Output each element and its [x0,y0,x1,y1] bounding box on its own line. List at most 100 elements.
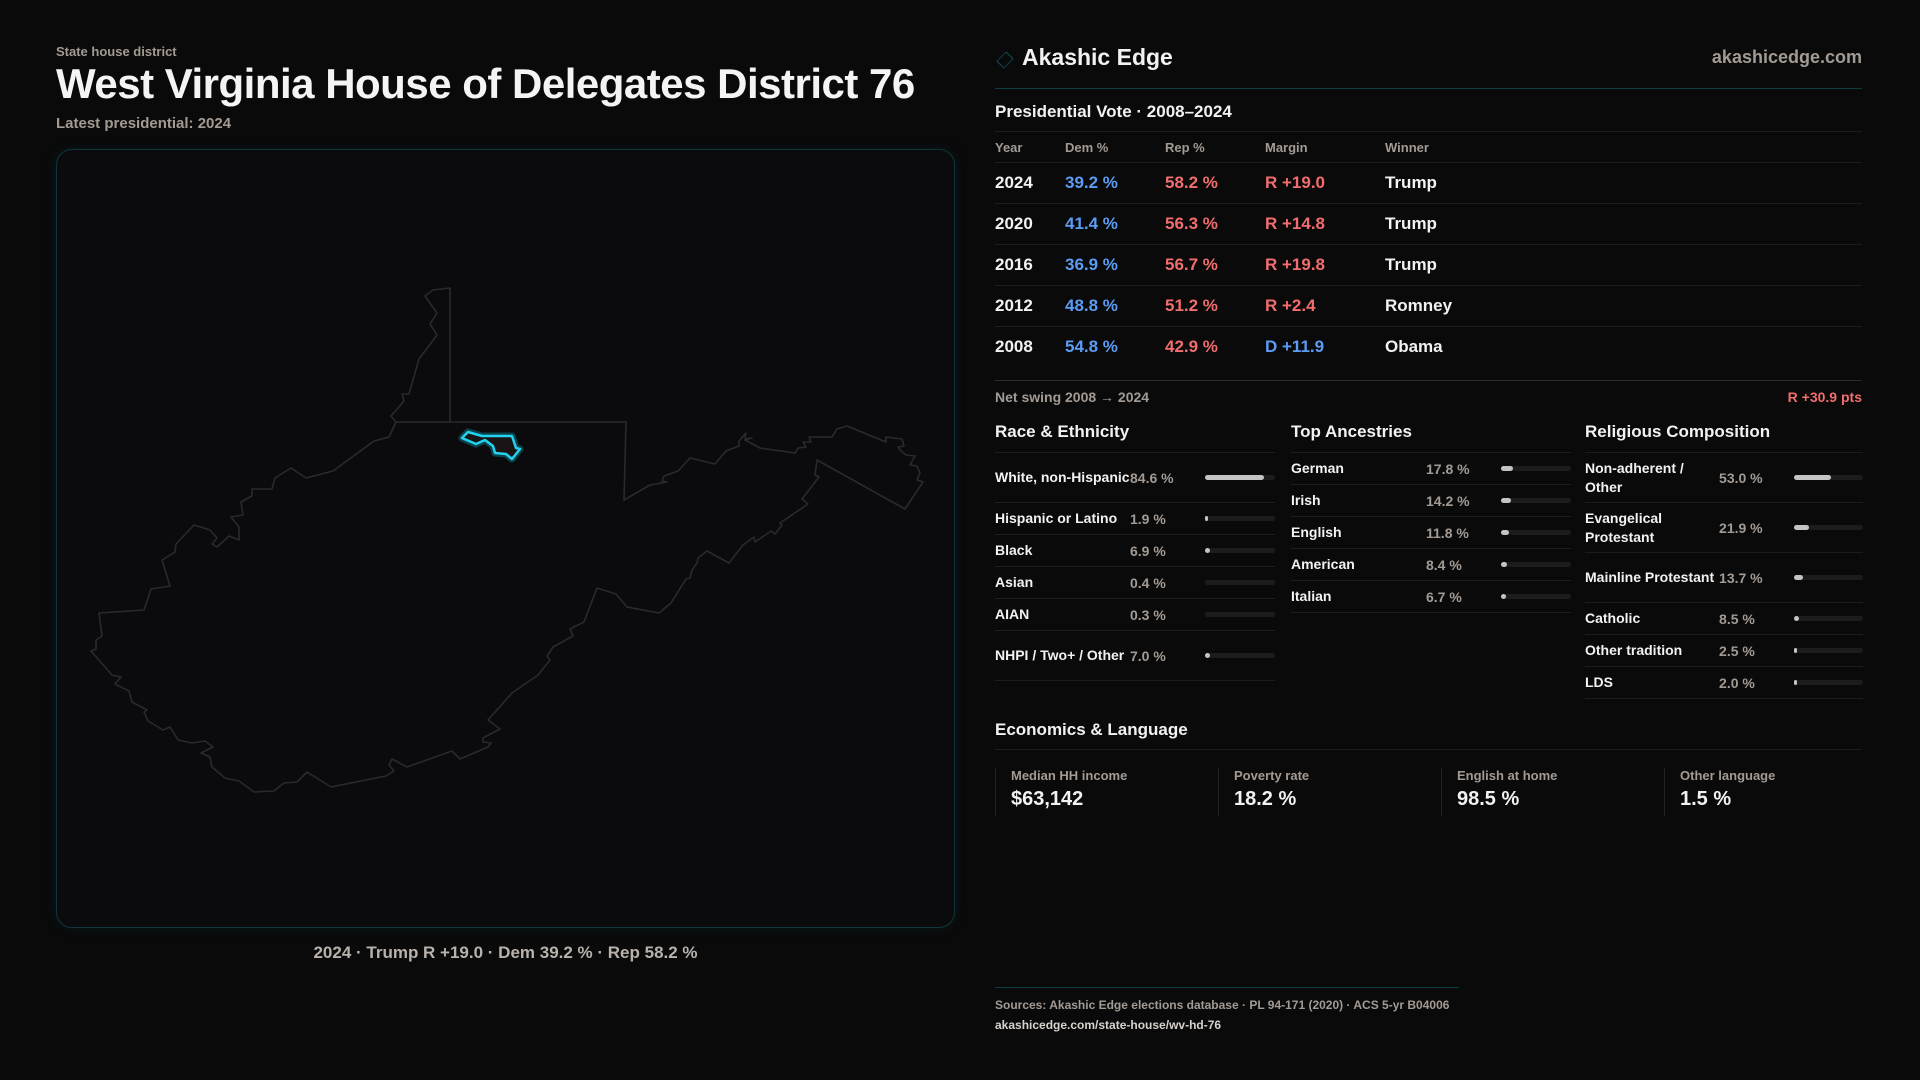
stat-row: Irish 14.2 % [1291,485,1571,517]
stat-row: Mainline Protestant 13.7 % [1585,553,1863,603]
stat-bar-fill [1205,516,1208,521]
stat-value: 6.9 % [1130,542,1166,559]
stat-bar-track [1501,562,1571,567]
stat-bar-track [1793,475,1863,480]
table-header: Year Dem % Rep % Margin Winner [995,131,1862,162]
stat-bar-fill [1793,525,1809,530]
card-value: 1.5 % [1680,788,1732,810]
stat-value: 13.7 % [1719,569,1763,586]
winner-cell: Obama [1385,337,1443,356]
stat-bar-track [1205,580,1275,585]
economics-title: Economics & Language [995,720,1188,739]
stat-bar-track [1501,466,1571,471]
page-kicker: State house district [56,44,177,59]
stat-label: Asian [995,574,1034,590]
stat-label: Hispanic or Latino [995,510,1118,526]
stat-label: Irish [1291,492,1321,508]
card-label: Poverty rate [1234,768,1310,783]
stat-row: American 8.4 % [1291,549,1571,581]
margin-cell: R +19.8 [1265,255,1326,274]
site-link[interactable]: akashicedge.com [1711,47,1862,67]
stat-bar-track [1793,525,1863,530]
rep-cell: 56.7 % [1165,255,1218,274]
stat-row: Black 6.9 % [995,535,1275,567]
stat-label: NHPI / Two+ / Other [995,647,1125,663]
stat-bar-track [1793,575,1863,580]
map-caption: 2024 · Trump R +19.0 · Dem 39.2 % · Rep … [313,943,698,962]
latest-presidential: Latest presidential: 2024 [56,115,232,132]
stat-bar-fill [1793,648,1797,653]
stat-value: 21.9 % [1719,519,1763,536]
diamond-icon [996,51,1014,69]
stat-bar-track [1501,594,1571,599]
stat-value: 0.3 % [1130,606,1166,623]
stat-value: 84.6 % [1130,469,1174,486]
year-cell: 2012 [995,296,1033,315]
stat-row: Other tradition 2.5 % [1585,635,1863,667]
dem-cell: 41.4 % [1065,214,1118,233]
dem-cell: 36.9 % [1065,255,1118,274]
year-cell: 2024 [995,173,1033,192]
stat-row: English 11.8 % [1291,517,1571,549]
presidential-vote-title: Presidential Vote · 2008–2024 [995,102,1232,121]
stat-bar-fill [1205,653,1210,658]
dem-cell: 48.8 % [1065,296,1118,315]
card-value: $63,142 [1011,788,1084,810]
winner-cell: Trump [1385,255,1437,274]
stat-bar-fill [1793,575,1804,580]
page-url[interactable]: akashicedge.com/state-house/wv-hd-76 [995,1018,1222,1032]
stat-row: German 17.8 % [1291,453,1571,485]
rep-cell: 56.3 % [1165,214,1218,233]
column-header: Year [995,139,1023,155]
rep-cell: 51.2 % [1165,296,1218,315]
column-header: Margin [1265,139,1308,155]
column-header: Dem % [1065,139,1109,155]
margin-cell: R +14.8 [1265,214,1326,233]
presidential-vote-table: Year Dem % Rep % Margin Winner 2024 39.2 % 58.2… [995,131,1862,367]
year-cell: 2008 [995,337,1033,356]
stat-bar-fill [1501,562,1507,567]
stat-label: Mainline Protestant [1585,569,1715,585]
stat-label: Italian [1291,588,1332,604]
stat-bar-fill [1501,466,1514,471]
card-value: 18.2 % [1234,788,1297,810]
winner-cell: Trump [1385,173,1437,192]
stat-value: 17.8 % [1426,460,1470,477]
table-row: 2024 39.2 % 58.2 % R +19.0 Trump [995,162,1862,203]
economics-card: Other language 1.5 % [1664,768,1886,816]
stat-row: AIAN 0.3 % [995,599,1275,631]
stat-label: AIAN [995,606,1030,622]
economics-card: English at home 98.5 % [1441,768,1663,816]
stat-value: 53.0 % [1719,469,1763,486]
dem-cell: 54.8 % [1065,337,1118,356]
stat-value: 14.2 % [1426,492,1470,509]
card-value: 98.5 % [1457,788,1520,810]
sources-text: Sources: Akashic Edge elections database… [995,998,1450,1012]
stat-bar-fill [1793,616,1800,621]
margin-cell: R +2.4 [1265,296,1316,315]
table-row: 2020 41.4 % 56.3 % R +14.8 Trump [995,203,1862,244]
section-title: Religious Composition [1585,422,1863,453]
margin-cell: R +19.0 [1265,173,1326,192]
stat-row: Hispanic or Latino 1.9 % [995,503,1275,535]
column-header: Rep % [1165,139,1205,155]
stat-bar-fill [1793,475,1831,480]
stat-label: LDS [1585,674,1613,690]
dem-cell: 39.2 % [1065,173,1118,192]
stat-label: Evangelical Protestant [1585,509,1663,545]
stat-row: Catholic 8.5 % [1585,603,1863,635]
race-ethnicity-section: Race & Ethnicity White, non-Hispanic 84.6 … [995,422,1275,681]
stat-label: White, non-Hispanic [995,469,1130,485]
rep-cell: 42.9 % [1165,337,1218,356]
net-swing-value: R +30.9 pts [1787,389,1862,405]
stat-row: NHPI / Two+ / Other 7.0 % [995,631,1275,681]
stat-label: Other tradition [1585,642,1683,658]
margin-cell: D +11.9 [1265,337,1325,356]
ancestries-section: Top Ancestries German 17.8 % Irish 14.2 % Eng… [1291,422,1571,613]
winner-cell: Trump [1385,214,1437,233]
stat-bar-track [1205,548,1275,553]
stat-row: LDS 2.0 % [1585,667,1863,699]
stat-label: German [1291,460,1344,476]
map-panel [56,149,955,928]
religion-section: Religious Composition Non-adherent / Othe… [1585,422,1863,699]
